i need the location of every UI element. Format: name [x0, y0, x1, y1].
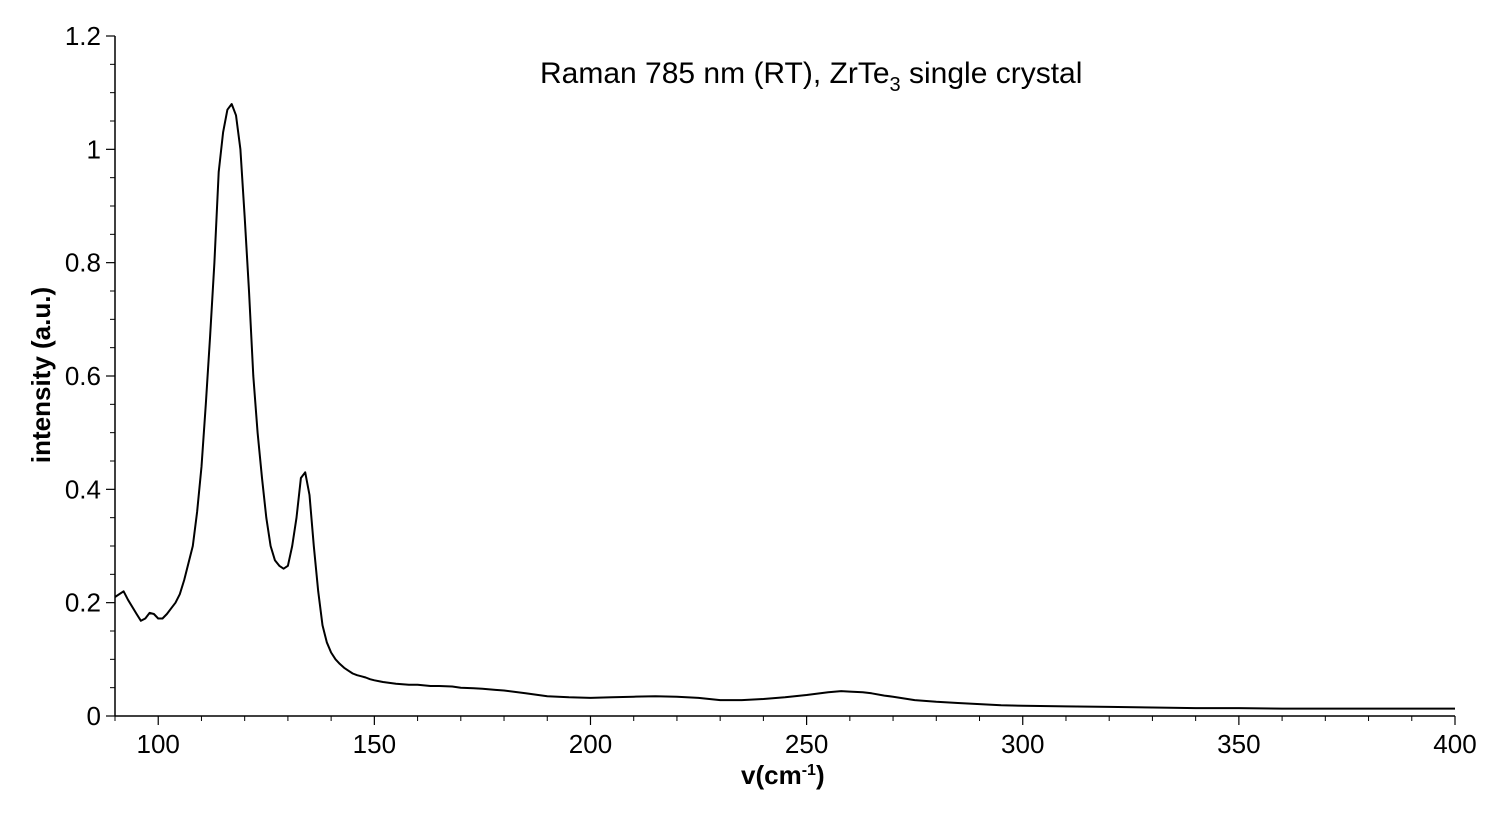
y-tick-label: 0.2 [65, 588, 101, 618]
x-tick-label: 300 [1001, 729, 1044, 759]
chart-title: Raman 785 nm (RT), ZrTe3 single crystal [540, 57, 1082, 96]
axes [114, 36, 1455, 717]
x-tick-label: 400 [1433, 729, 1476, 759]
axis-ticks: 100 150 200 250 300 350 400 0 0.2 0.4 0.6 0.8 1 1.2 [65, 21, 1477, 759]
y-tick-label: 0.4 [65, 474, 101, 504]
y-tick-label: 0 [87, 701, 101, 731]
x-tick-label: 350 [1217, 729, 1260, 759]
x-tick-label: 250 [785, 729, 828, 759]
y-tick-label: 1.2 [65, 21, 101, 51]
y-tick-label: 0.8 [65, 248, 101, 278]
y-tick-label: 0.6 [65, 361, 101, 391]
x-tick-label: 100 [137, 729, 180, 759]
x-tick-label: 150 [353, 729, 396, 759]
y-tick-label: 1 [87, 134, 101, 164]
x-tick-label: 200 [569, 729, 612, 759]
series-line [114, 103, 1455, 710]
x-axis-title: v(cm-1) [741, 760, 825, 790]
y-axis-title: intensity (a.u.) [26, 287, 56, 463]
